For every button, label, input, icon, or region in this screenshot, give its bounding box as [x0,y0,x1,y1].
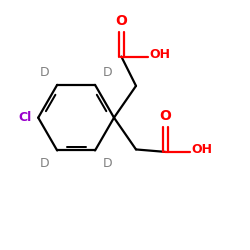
Text: OH: OH [191,144,212,156]
Text: D: D [40,66,50,79]
Text: D: D [102,156,112,170]
Text: O: O [160,109,171,123]
Text: O: O [116,14,127,28]
Text: D: D [102,66,112,79]
Text: D: D [40,156,50,170]
Text: OH: OH [150,48,171,61]
Text: Cl: Cl [19,111,32,124]
